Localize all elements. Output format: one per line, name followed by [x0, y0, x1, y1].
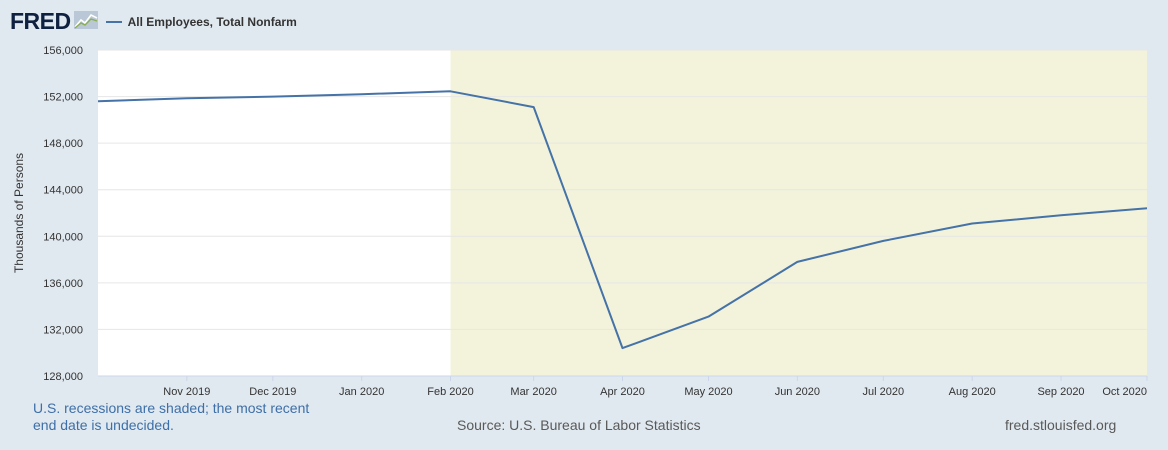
series-line	[97, 90, 1148, 350]
source-credit: Source: U.S. Bureau of Labor Statistics	[457, 417, 701, 433]
fred-logo[interactable]: FRED	[10, 7, 71, 34]
x-tick-label: Jul 2020	[863, 386, 905, 398]
recession-shading	[450, 50, 1147, 376]
y-tick-label: 144,000	[43, 185, 83, 197]
chart-header: FRED All Employees, Total Nonfarm	[10, 8, 297, 34]
x-tick-label: Feb 2020	[427, 386, 473, 398]
y-tick-label: 132,000	[43, 324, 83, 336]
y-tick-label: 136,000	[43, 278, 83, 290]
x-tick-label: May 2020	[684, 386, 732, 398]
x-tick-label: Sep 2020	[1037, 386, 1084, 398]
fred-logo-graph-icon	[73, 10, 98, 34]
y-tick-label: 140,000	[43, 231, 83, 243]
legend-swatch	[105, 21, 122, 23]
recession-note: U.S. recessions are shaded; the most rec…	[33, 400, 310, 433]
site-link[interactable]: fred.stlouisfed.org	[1005, 417, 1117, 433]
x-tick-label: Dec 2019	[249, 386, 296, 398]
y-tick-label: 156,000	[43, 45, 83, 57]
x-tick-label: Jun 2020	[775, 386, 820, 398]
y-axis-title: Thousands of Persons	[12, 153, 26, 273]
y-tick-label: 152,000	[43, 92, 83, 104]
x-tick-label: Aug 2020	[949, 386, 996, 398]
x-tick-label: Nov 2019	[163, 386, 210, 398]
x-tick-label: Mar 2020	[510, 386, 556, 398]
y-tick-label: 128,000	[43, 371, 83, 383]
y-tick-label: 148,000	[43, 138, 83, 150]
x-tick-label: Apr 2020	[600, 386, 645, 398]
x-tick-label: Jan 2020	[339, 386, 384, 398]
legend-label: All Employees, Total Nonfarm	[127, 15, 297, 29]
x-tick-label: Oct 2020	[1102, 386, 1147, 398]
chart-legend[interactable]: All Employees, Total Nonfarm	[105, 15, 297, 29]
